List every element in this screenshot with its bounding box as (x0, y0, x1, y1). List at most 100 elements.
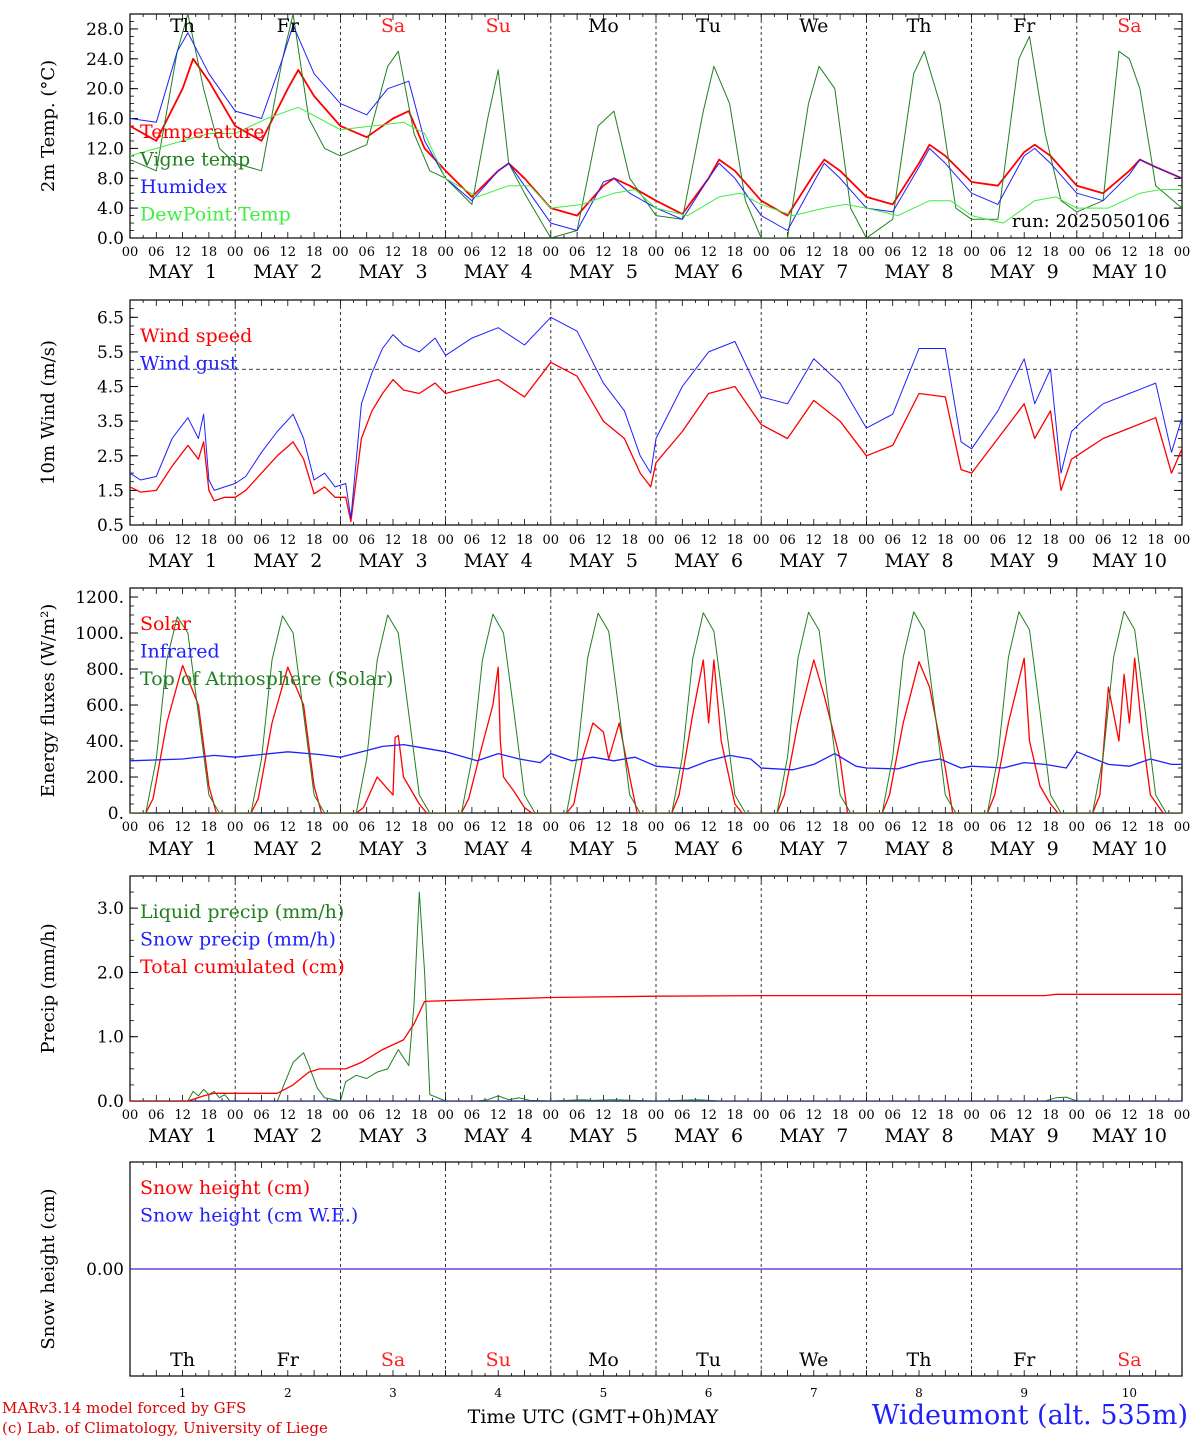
day-number-label: 10 (1122, 1386, 1137, 1400)
date-label: MAY 4 (464, 838, 533, 860)
hour-tick-label: 18 (621, 245, 638, 260)
date-label: MAY 6 (674, 550, 743, 572)
hour-tick-label: 12 (174, 245, 191, 260)
hour-tick-label: 18 (832, 245, 849, 260)
y-tick-label: 200. (86, 768, 124, 788)
y-tick-label: 6.5 (97, 308, 124, 328)
credit-line-2: (c) Lab. of Climatology, University of L… (2, 1419, 328, 1437)
hour-tick-label: 00 (1069, 245, 1086, 260)
plot-frame (129, 299, 1183, 526)
hour-tick-label: 00 (858, 820, 875, 835)
hour-tick-label: 12 (1121, 1108, 1138, 1123)
hour-tick-label: 06 (1095, 1108, 1112, 1123)
hour-tick-label: 00 (858, 1108, 875, 1123)
y-tick-label: 2.0 (97, 963, 124, 983)
weekday-label: Fr (277, 1349, 300, 1371)
hour-tick-label: 06 (884, 245, 901, 260)
y-tick-label: 12.0 (86, 139, 124, 159)
date-label: MAY 9 (990, 1125, 1059, 1147)
date-label: MAY 5 (569, 550, 638, 572)
hour-tick-label: 00 (227, 820, 244, 835)
hour-tick-label: 18 (516, 1108, 533, 1123)
y-tick-label: 1000. (75, 624, 124, 644)
hour-tick-label: 12 (595, 245, 612, 260)
hour-tick-label: 18 (1147, 245, 1164, 260)
hour-tick-label: 12 (385, 820, 402, 835)
hour-tick-label: 00 (1174, 245, 1191, 260)
hour-tick-label: 00 (122, 1108, 139, 1123)
hour-tick-label: 18 (832, 533, 849, 548)
legend-entry: DewPoint Temp (140, 204, 291, 226)
day-number-label: 4 (494, 1386, 502, 1400)
hour-tick-label: 12 (490, 245, 507, 260)
weekday-label: Tu (696, 1349, 721, 1371)
date-label: MAY 3 (358, 1125, 427, 1147)
weekday-label: Fr (1013, 1349, 1036, 1371)
day-number-label: 1 (179, 1386, 187, 1400)
hour-tick-label: 12 (806, 245, 823, 260)
hour-tick-label: 12 (911, 1108, 928, 1123)
hour-tick-label: 18 (306, 533, 323, 548)
hour-tick-label: 06 (674, 533, 691, 548)
weekday-label: Fr (1013, 15, 1036, 37)
hour-tick-label: 00 (858, 245, 875, 260)
panel-temp: 0.0 4.0 8.0 12.0 16.0 20.0 24.0 28.0 2m Temp. (°… (38, 13, 1191, 283)
hour-tick-label: 06 (990, 1108, 1007, 1123)
hour-tick-label: 12 (1016, 533, 1033, 548)
hour-tick-label: 00 (437, 245, 454, 260)
y-axis-title: 10m Wind (m/s) (38, 340, 59, 485)
hour-tick-label: 12 (595, 533, 612, 548)
hour-tick-label: 12 (174, 820, 191, 835)
hour-tick-label: 12 (700, 533, 717, 548)
day-number-label: 7 (810, 1386, 818, 1400)
hour-tick-label: 18 (516, 245, 533, 260)
hour-tick-label: 12 (385, 533, 402, 548)
series-group (130, 14, 1182, 238)
y-tick-label: 0.00 (86, 1260, 124, 1280)
hour-tick-label: 06 (253, 245, 270, 260)
date-label: MAY 1 (148, 838, 217, 860)
hour-tick-label: 18 (201, 533, 218, 548)
hour-tick-label: 12 (280, 1108, 297, 1123)
date-label: MAY 1 (148, 550, 217, 572)
weekday-label: Sa (381, 1349, 405, 1371)
day-number-label: 6 (705, 1386, 713, 1400)
y-tick-label: 4.5 (97, 378, 124, 398)
date-label: MAY 10 (1092, 838, 1167, 860)
series-line-1 (130, 57, 1182, 217)
y-axis-title: Precip (mm/h) (38, 923, 59, 1053)
hour-tick-label: 18 (621, 533, 638, 548)
hour-tick-label: 12 (174, 533, 191, 548)
date-label: MAY 9 (990, 838, 1059, 860)
hour-tick-label: 06 (569, 533, 586, 548)
y-tick-label: 800. (86, 660, 124, 680)
hour-tick-label: 12 (1016, 245, 1033, 260)
weekday-label: Sa (1117, 15, 1141, 37)
hour-tick-label: 18 (1042, 820, 1059, 835)
hour-tick-label: 18 (411, 820, 428, 835)
x-axis-title: Time UTC (GMT+0h)MAY (468, 1406, 719, 1428)
series-line-4 (130, 106, 1182, 224)
hour-tick-label: 00 (963, 820, 980, 835)
series-line-1 (130, 891, 1182, 1101)
hour-tick-label: 06 (464, 820, 481, 835)
hour-tick-label: 00 (648, 1108, 665, 1123)
date-label: MAY 2 (253, 838, 322, 860)
legend-entry: Snow precip (mm/h) (140, 929, 336, 951)
day-number-label: 2 (284, 1386, 292, 1400)
date-label: MAY 9 (990, 261, 1059, 283)
hour-tick-label: 06 (779, 820, 796, 835)
weekday-label: Su (486, 1349, 511, 1371)
y-tick-label: 2.5 (97, 447, 124, 467)
y-tick-label: 28.0 (86, 20, 124, 40)
date-label: MAY 5 (569, 838, 638, 860)
hour-tick-label: 18 (306, 820, 323, 835)
hour-tick-label: 12 (490, 1108, 507, 1123)
date-label: MAY 6 (674, 261, 743, 283)
hour-tick-label: 12 (280, 820, 297, 835)
y-tick-label: 24.0 (86, 50, 124, 70)
hour-tick-label: 18 (621, 820, 638, 835)
series-line-3 (130, 610, 1182, 813)
legend-entry: Wind speed (140, 325, 252, 347)
hour-tick-label: 18 (1042, 533, 1059, 548)
